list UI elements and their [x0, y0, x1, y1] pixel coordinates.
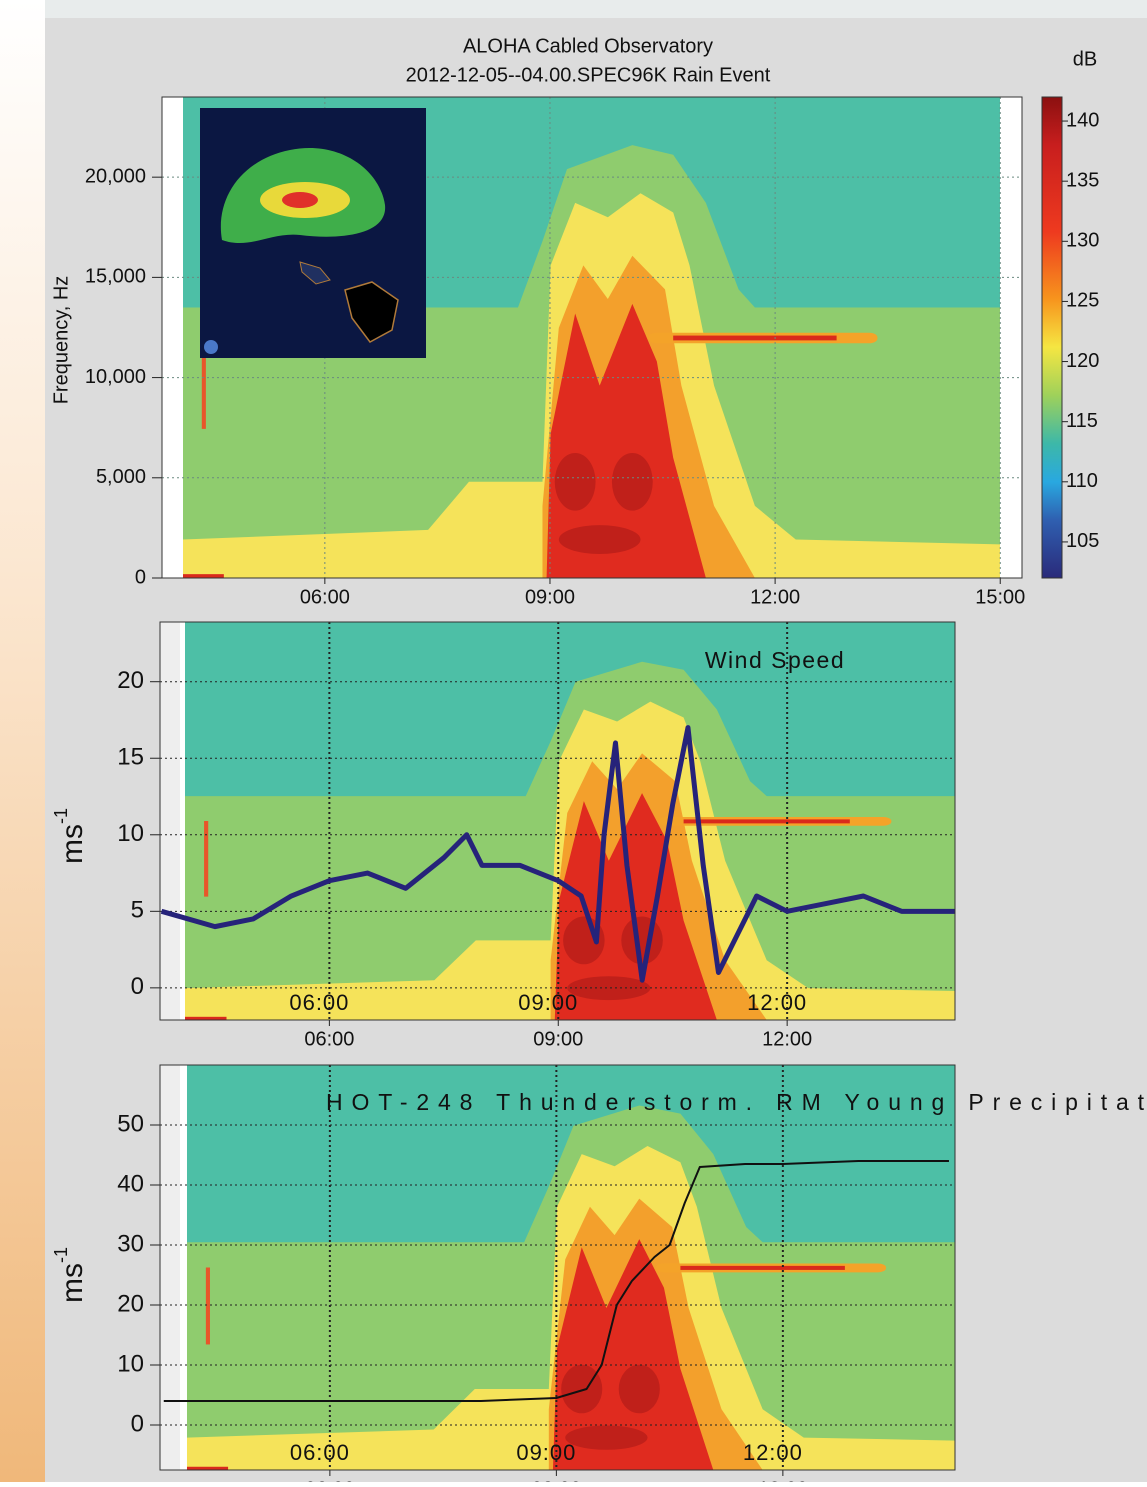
y-axis-label: ms-1: [51, 808, 89, 864]
left-strip: [0, 0, 45, 1482]
colorbar-tick-label: 110: [1066, 470, 1098, 492]
inset-logo: [204, 340, 218, 354]
y-tick-label: 0: [131, 973, 144, 1000]
colorbar-tick-label: 125: [1066, 290, 1099, 312]
top-strip: [0, 0, 1147, 18]
plot-area: [160, 622, 955, 1020]
legend-label: Wind Speed: [705, 647, 845, 673]
y-tick-label: 0: [135, 566, 146, 588]
y-tick-label: 50: [117, 1110, 144, 1137]
image-x-label: 06:00: [289, 990, 349, 1015]
x-tick-label: 09:00: [533, 1028, 583, 1050]
colorbar-tick-label: 120: [1066, 350, 1099, 372]
inset-rain-core: [282, 192, 318, 208]
colorbar-tick-label: 130: [1066, 230, 1099, 252]
y-tick-label: 5,000: [96, 466, 146, 488]
y-tick-label: 20,000: [85, 165, 146, 187]
x-tick-label: 15:00: [975, 586, 1025, 608]
y-axis-label-base: ms: [56, 1263, 89, 1303]
y-tick-label: 20: [117, 667, 144, 694]
y-tick-label: 10: [117, 820, 144, 847]
x-tick-label: 06:00: [305, 1478, 355, 1482]
y-tick-label: 5: [131, 897, 144, 924]
image-x-label: 12:00: [743, 1440, 803, 1465]
spectrogram: [186, 1065, 955, 1470]
inset-island: [299, 261, 331, 285]
y-tick-label: 30: [117, 1230, 144, 1257]
plot-frame: [159, 621, 956, 1021]
colorbar-tick-label: 140: [1066, 109, 1099, 131]
x-tick-label: 09:00: [525, 586, 575, 608]
colorbar: [1041, 96, 1063, 579]
x-tick-label: 12:00: [758, 1478, 808, 1482]
image-x-label: 09:00: [516, 1440, 576, 1465]
y-axis-label: ms-1: [51, 1247, 89, 1303]
y-tick-label: 40: [117, 1170, 144, 1197]
plot-area: [160, 1065, 955, 1470]
left-margin: [160, 622, 180, 1020]
y-tick-label: 15: [117, 744, 144, 771]
y-axis-label: Frequency, Hz: [50, 276, 72, 405]
x-tick-label: 12:00: [750, 586, 800, 608]
plot-frame: [159, 1064, 956, 1471]
y-axis-label-sup: -1: [51, 808, 71, 824]
colorbar-tick-label: 105: [1066, 530, 1099, 552]
x-tick-label: 09:00: [531, 1478, 581, 1482]
plot-frame: [161, 96, 1023, 579]
y-tick-label: 10,000: [85, 366, 146, 388]
y-tick-label: 20: [117, 1290, 144, 1317]
chart-title: ALOHA Cabled Observatory: [463, 35, 713, 57]
y-tick-label: 15,000: [85, 266, 146, 288]
x-tick-label: 06:00: [304, 1028, 354, 1050]
chart-subtitle: 2012-12-05--04.00.SPEC96K Rain Event: [406, 64, 771, 86]
x-tick-label: 06:00: [300, 586, 350, 608]
left-margin: [160, 1065, 180, 1470]
colorbar-label: dB: [1073, 48, 1097, 70]
inset-island: [344, 281, 399, 343]
y-axis-label-base: ms: [56, 824, 89, 864]
x-tick-label: 12:00: [762, 1028, 812, 1050]
colorbar-tick-label: 135: [1066, 169, 1099, 191]
y-tick-label: 0: [131, 1410, 144, 1437]
colorbar-tick-label: 115: [1066, 410, 1098, 432]
y-axis-label-sup: -1: [51, 1247, 71, 1263]
data-line: [163, 1160, 949, 1402]
y-tick-label: 10: [117, 1350, 144, 1377]
image-x-label: 12:00: [747, 990, 807, 1015]
image-x-label: 06:00: [290, 1440, 350, 1465]
data-line: [160, 725, 955, 983]
image-x-label: 09:00: [518, 990, 578, 1015]
panel-title: HOT-248 Thunderstorm. RM Young Precipita…: [326, 1089, 1145, 1115]
